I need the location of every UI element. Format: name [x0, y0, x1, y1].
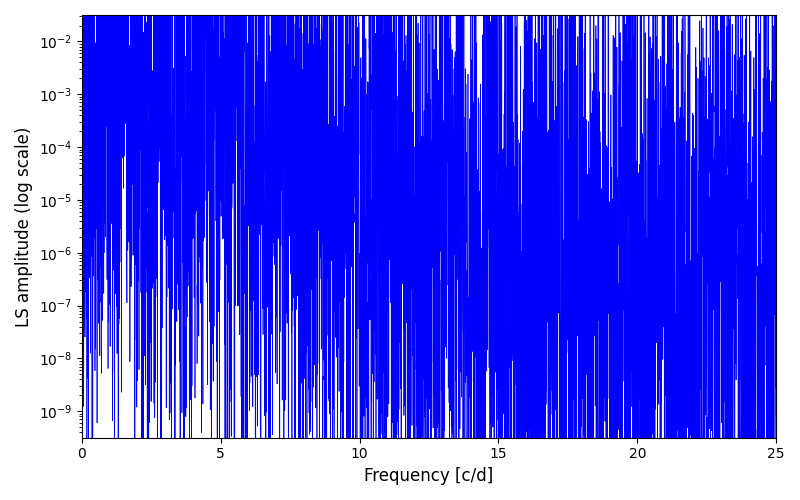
Y-axis label: LS amplitude (log scale): LS amplitude (log scale) — [15, 126, 33, 326]
X-axis label: Frequency [c/d]: Frequency [c/d] — [364, 467, 494, 485]
